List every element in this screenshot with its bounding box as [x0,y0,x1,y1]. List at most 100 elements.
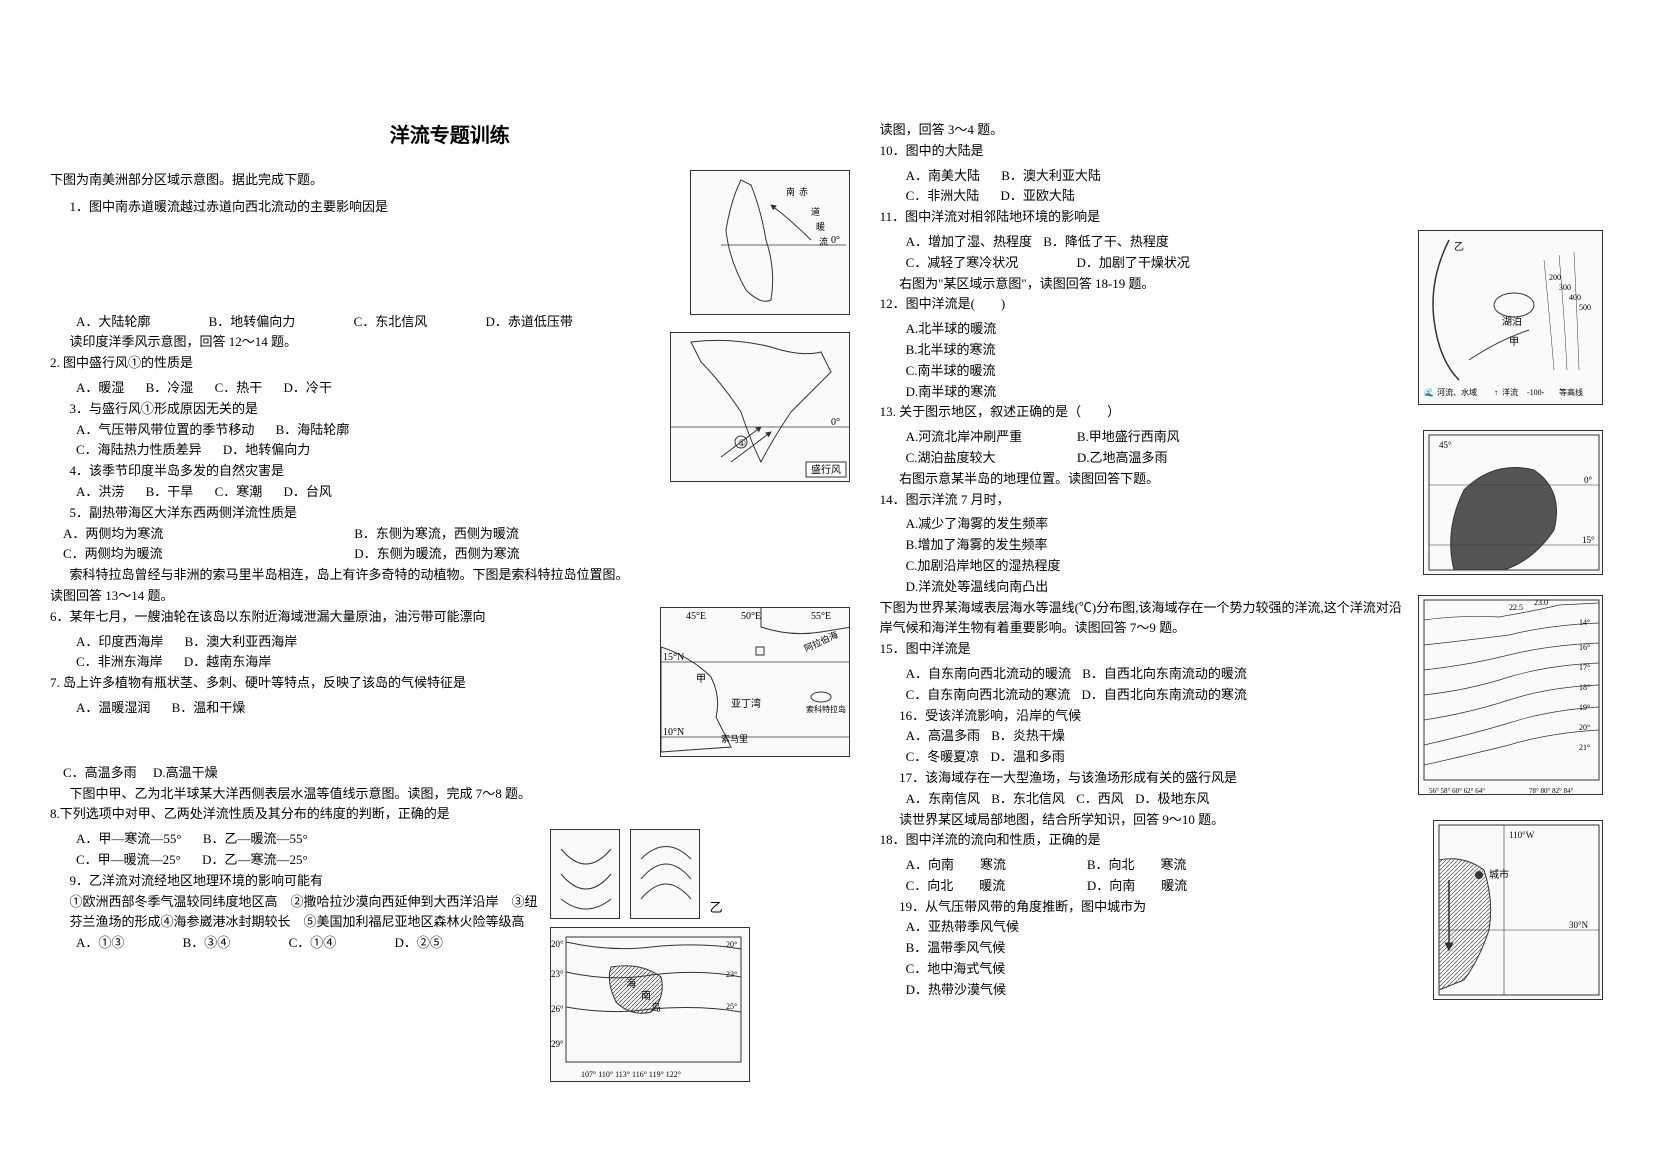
svg-text:29°: 29° [551,1039,564,1049]
fig4-yi-label: 乙 [710,898,723,919]
q1-opt-d: D．赤道低压带 [485,312,572,333]
q5-opt-a: A．两侧均为寒流 [63,524,333,545]
right-column: 乙 湖泊 甲 200 300 400 500 🌊 河流、水域 ↑ 洋流 -100… [880,120,1603,1129]
q9-opt-b: B．③④ [183,933,231,954]
q12-opt-b: B.北半球的寒流 [906,340,996,361]
svg-text:🌊: 🌊 [1424,387,1434,397]
question-7: 7. 岛上许多植物有瓶状茎、多刺、硬叶等特点，反映了该岛的气候特征是 [50,673,650,694]
svg-text:0°: 0° [831,235,840,246]
svg-text:21°: 21° [1579,743,1590,752]
svg-text:乙: 乙 [1454,241,1464,253]
q3-opt-d: D．地转偏向力 [223,440,310,461]
isotherm-svg: 14° 16° 17° 18° 19° 20° 21° 22.5 23.0 56… [1419,595,1602,795]
lake-svg: 乙 湖泊 甲 200 300 400 500 🌊 河流、水域 ↑ 洋流 -100… [1419,230,1602,405]
q16-opt-c: C．冬暖夏凉 [906,747,980,768]
svg-text:南: 南 [786,186,795,197]
q15-opt-c: C．自东南向西北流动的寒流 [906,685,1071,706]
svg-text:甲: 甲 [696,674,706,685]
hainan-svg: 20° 23° 26° 29° 海 南 岛 20° 23° 25° 107° 1… [551,927,749,1082]
q18-opt-a: A．向南 寒流 [906,855,1066,876]
svg-text:0°: 0° [1584,475,1593,485]
q13-opt-c: C.湖泊盐度较大 [906,448,1066,469]
q5-opt-d: D．东侧为暖流，西侧为寒流 [354,544,519,565]
figure-hainan: 20° 23° 26° 29° 海 南 岛 20° 23° 25° 107° 1… [550,927,750,1082]
question-10: 10．图中的大陆是 [880,141,1603,162]
q5-opt-b: B．东侧为寒流，西侧为暖流 [354,524,519,545]
socotra-svg: 45°E 50°E 55°E 15°N 10°N 甲 亚丁湾 阿拉伯海 索马里 … [661,607,849,757]
intro-3: 索科特拉岛曾经与非洲的索马里半岛相连，岛上有许多奇特的动植物。下图是索科特拉岛位… [50,565,850,586]
q10-opt-c: C．非洲大陆 [906,186,980,207]
svg-text:暖: 暖 [816,221,825,232]
svg-text:岛: 岛 [651,1001,661,1014]
svg-text:等高线: 等高线 [1559,387,1583,397]
intro-r1: 读图，回答 3～4 题。 [880,120,1603,141]
q17-opt-d: D．极地东风 [1135,789,1209,810]
svg-text:14°: 14° [1579,618,1590,627]
intro-4: 下图中甲、乙为北半球某大洋西侧表层水温等值线示意图。读图，完成 7～8 题。 [50,784,850,805]
q14-opt-d: D.洋流处等温线向南凸出 [906,577,1049,598]
svg-text:23°: 23° [726,970,737,979]
q18-opt-d: D．向南 暖流 [1087,876,1187,897]
q17-opt-b: B．东北信风 [991,789,1065,810]
question-8: 8.下列选项中对甲、乙两处洋流性质及其分布的纬度的判断，正确的是 [50,804,850,825]
q10-options: A．南美大陆 B．澳大利亚大陆 C．非洲大陆 D．亚欧大陆 [880,166,1603,208]
svg-text:索科特拉岛: 索科特拉岛 [806,704,846,714]
q9-opt-d: D．②⑤ [394,933,442,954]
q2-opt-a: A．暖湿 [76,378,124,399]
q15-opt-d: D．自西北向东南流动的寒流 [1082,685,1247,706]
svg-text:78° 80° 82° 84°: 78° 80° 82° 84° [1529,787,1574,795]
south-america-svg: 0° 南 赤 道 暖 流 [691,170,849,315]
q14-opt-a: A.减少了海雾的发生频率 [906,514,1049,535]
q11-opt-d: D．加剧了干燥状况 [1077,253,1190,274]
q7-opt-b: B．温和干燥 [172,698,246,719]
q16-opt-a: A．高温多雨 [906,726,980,747]
svg-text:索马里: 索马里 [721,733,748,744]
q19-opt-c: C．地中海式气候 [906,959,1006,980]
q11-opt-c: C．减轻了寒冷状况 [906,253,1019,274]
q4-opt-d: D．台风 [283,482,331,503]
figure-lake-region: 乙 湖泊 甲 200 300 400 500 🌊 河流、水域 ↑ 洋流 -100… [1418,230,1603,405]
q8-opt-d: D．乙—寒流—25° [202,850,308,871]
q16-opt-d: D．温和多雨 [991,747,1065,768]
svg-text:岛: 岛 [1569,480,1579,493]
q6-opt-c: C．非洲东海岸 [76,652,163,673]
figure-south-america: 0° 南 赤 道 暖 流 [690,170,850,315]
q19-opt-d: D．热带沙漠气候 [906,980,1006,1001]
q7-opt-c: C．高温多雨 [63,765,137,780]
svg-text:200: 200 [1549,273,1561,282]
q18-opt-b: B．向北 寒流 [1087,855,1187,876]
question-11: 11．图中洋流对相邻陆地环境的影响是 [880,207,1603,228]
svg-text:道: 道 [811,206,820,217]
q7-opt-d: D.高温干燥 [153,765,218,780]
q13-opt-a: A.河流北岸冲刷严重 [906,427,1066,448]
svg-text:洋流: 洋流 [1502,387,1518,397]
svg-text:50°E: 50°E [741,611,761,622]
svg-text:湖泊: 湖泊 [1502,316,1522,328]
svg-text:30°N: 30°N [1569,920,1589,930]
svg-text:500: 500 [1579,303,1591,312]
q1-opt-a: A．大陆轮廓 [76,312,150,333]
svg-text:22.5: 22.5 [1509,603,1523,612]
q3-opt-b: B．海陆轮廓 [276,420,350,441]
svg-text:城市: 城市 [1489,868,1509,881]
q4-opt-c: C．寒潮 [215,482,263,503]
q12-opt-c: C.南半球的暖流 [906,361,996,382]
q10-opt-d: D．亚欧大陆 [1001,186,1075,207]
q16-opt-b: B．炎热干燥 [991,726,1065,747]
svg-text:15°N: 15°N [663,652,684,663]
question-6: 6．某年七月，一艘油轮在该岛以东附近海域泄漏大量原油，油污带可能漂向 [50,607,650,628]
q11-opt-b: B．降低了干、热程度 [1043,232,1169,253]
q2-opt-c: C．热干 [215,378,263,399]
q9-opt-a: A．①③ [76,933,124,954]
svg-text:流: 流 [819,236,828,247]
q2-opt-b: B．冷湿 [146,378,194,399]
figure-contour-yi [630,829,700,919]
svg-text:23°: 23° [551,969,564,979]
q1-opt-b: B．地转偏向力 [209,312,296,333]
question-5: 5．副热带海区大洋东西两侧洋流性质是 [50,503,850,524]
q4-opt-b: B．干旱 [146,482,194,503]
svg-text:15°: 15° [1582,535,1595,545]
q18-opt-c: C．向北 暖流 [906,876,1066,897]
q8-opt-c: C．甲—暖流—25° [76,850,181,871]
svg-text:20°: 20° [551,939,564,949]
